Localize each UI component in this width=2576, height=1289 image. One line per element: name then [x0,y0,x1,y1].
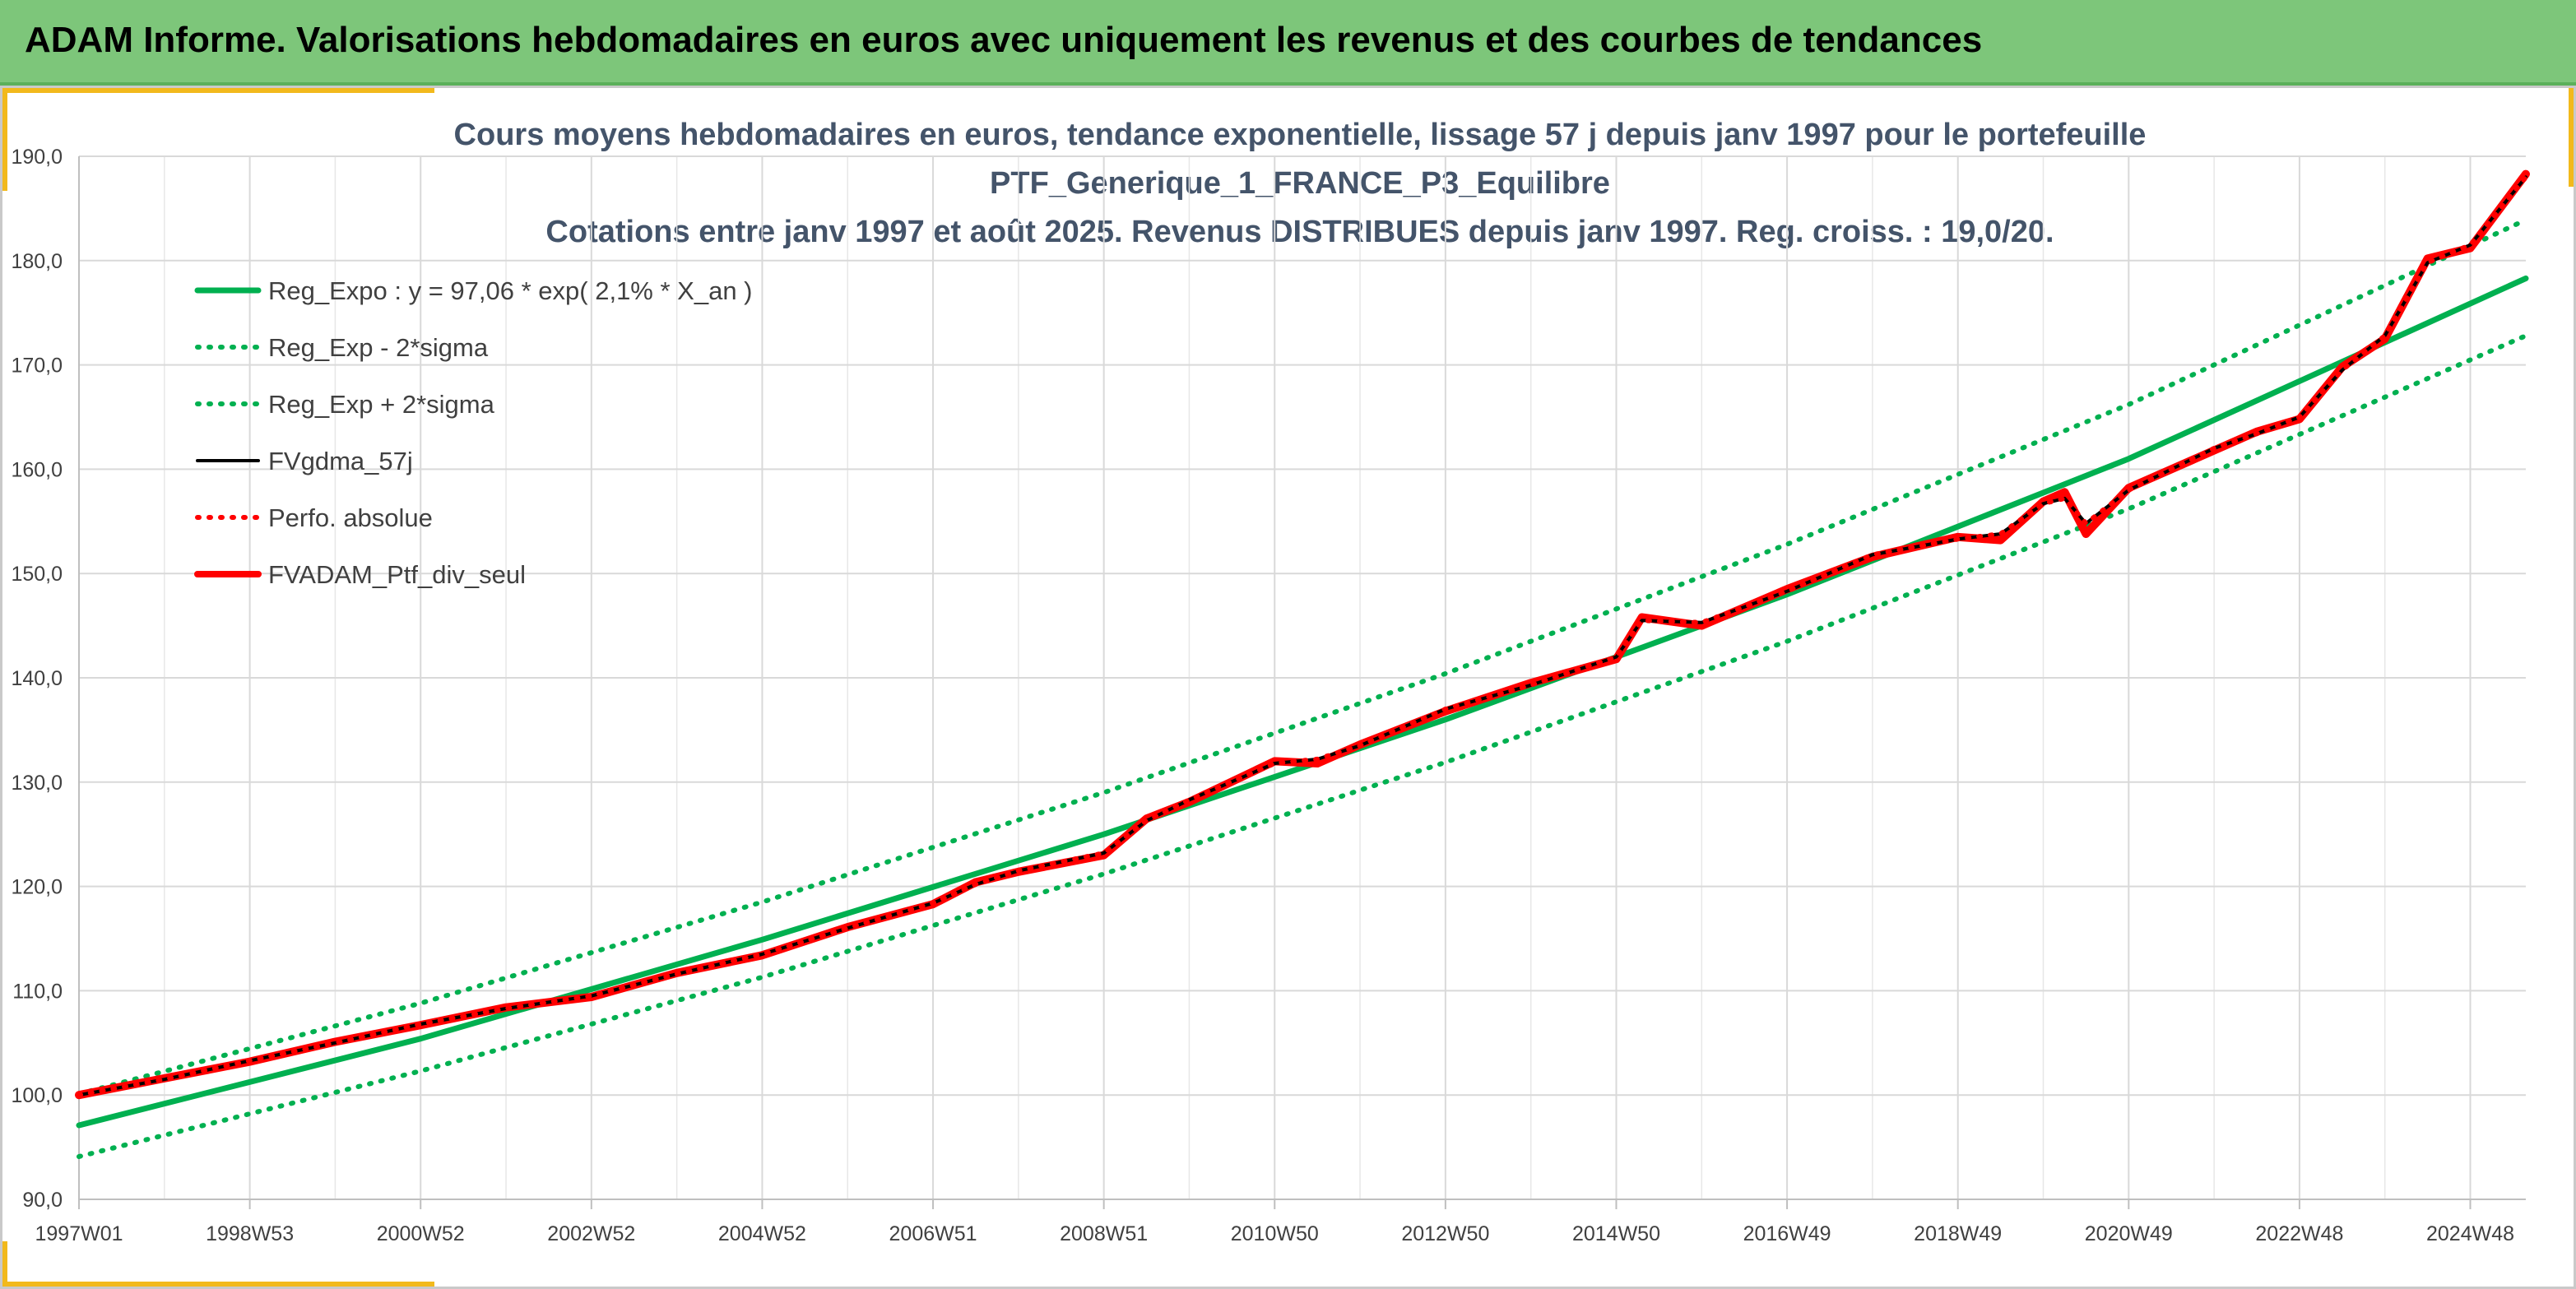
x-tick-label: 2020W49 [2085,1222,2173,1245]
corner-accent-bottom-left-v [2,1241,7,1287]
x-tick-label: 2000W52 [377,1222,465,1245]
series-line-1 [77,333,2528,1159]
legend-label: Reg_Expo : y = 97,06 * exp( 2,1% * X_an … [268,276,753,305]
chart-title-line-2: PTF_Generique_1_FRANCE_P3_Equilibre [990,166,1610,201]
x-tick-label: 2022W48 [2255,1222,2343,1245]
legend-label: FVADAM_Ptf_div_seul [268,560,526,589]
chart-title-line-1: Cours moyens hebdomadaires en euros, ten… [454,118,2147,152]
y-tick-label: 150,0 [11,563,63,586]
series-line-5 [75,169,2530,1100]
x-tick-label: 2024W48 [2426,1222,2514,1245]
gridlines [78,155,2526,1200]
x-tick-label: 2006W51 [889,1222,977,1245]
legend-label: Reg_Exp + 2*sigma [268,390,495,419]
plot-series [75,169,2530,1159]
x-tick-label: 2016W49 [1743,1222,1831,1245]
title-banner: ADAM Informe. Valorisations hebdomadaire… [0,0,2576,86]
x-tick-label: 2008W51 [1060,1222,1148,1245]
corner-accent-top-left-v [2,88,7,191]
legend-label: FVgdma_57j [268,447,413,475]
series-line-3 [77,175,2527,1097]
chart-title-line-3: Cotations entre janv 1997 et août 2025. … [545,215,2054,249]
x-tick-label: 1998W53 [206,1222,294,1245]
x-tick-label: 2010W50 [1231,1222,1319,1245]
corner-accent-top-right-v [2569,88,2574,187]
y-tick-label: 130,0 [11,772,63,795]
series-line-2 [77,217,2528,1097]
chart-title: Cours moyens hebdomadaires en euros, ten… [454,118,2147,249]
y-tick-label: 190,0 [11,146,63,169]
y-tick-label: 180,0 [11,250,63,273]
legend: Reg_Expo : y = 97,06 * exp( 2,1% * X_an … [194,276,753,589]
y-tick-label: 90,0 [22,1189,63,1212]
x-tick-label: 2004W52 [718,1222,806,1245]
y-tick-label: 120,0 [11,876,63,899]
y-tick-label: 140,0 [11,667,63,690]
chart-frame [0,86,2576,1289]
y-tick-label: 100,0 [11,1084,63,1107]
y-tick-label: 170,0 [11,355,63,378]
legend-label: Perfo. absolue [268,503,433,532]
x-tick-label: 2012W50 [1401,1222,1489,1245]
series-line-0 [76,275,2529,1129]
legend-label: Reg_Exp - 2*sigma [268,333,489,362]
x-tick-label: 2018W49 [1914,1222,2002,1245]
axes: 90,0 100,0 110,0 120,0 130,0 140,0 150,0 160,0 1… [11,146,2526,1245]
x-tick-label: 1997W01 [35,1222,123,1245]
banner-title: ADAM Informe. Valorisations hebdomadaire… [25,20,1983,60]
x-tick-label: 2014W50 [1572,1222,1660,1245]
y-tick-label: 110,0 [12,980,63,1003]
corner-accent-bottom-left-h [2,1282,434,1287]
corner-accent-top-left-h [2,88,434,93]
y-tick-label: 160,0 [11,458,63,481]
x-tick-label: 2002W52 [547,1222,635,1245]
series-line-4 [77,174,2528,1098]
